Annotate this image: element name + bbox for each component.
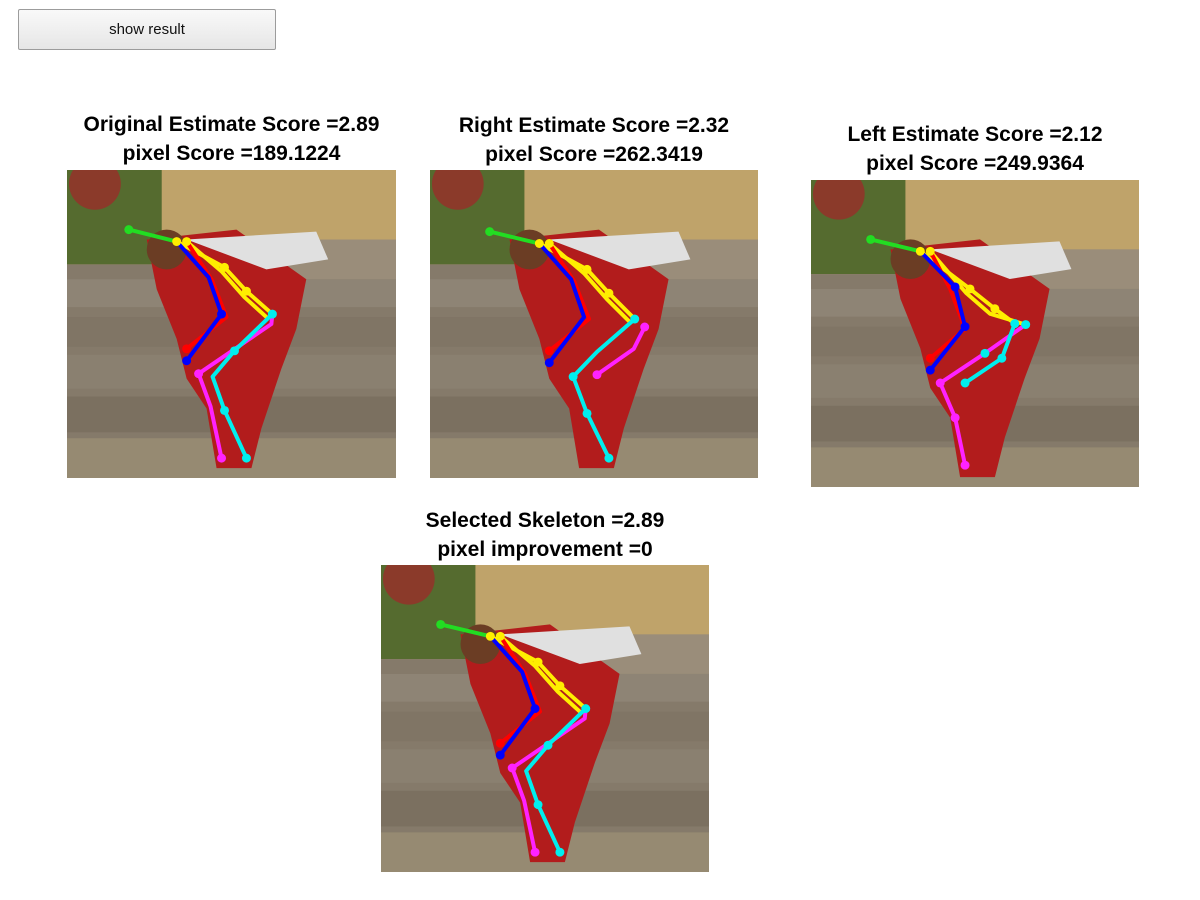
panel-title: Left Estimate Score =2.12 pixel Score =2… [811, 120, 1139, 178]
panel-title: Right Estimate Score =2.32 pixel Score =… [430, 111, 758, 169]
skeleton-overlay [126, 227, 275, 461]
skeleton-overlay [438, 622, 588, 855]
pixel-improvement-label: pixel improvement =0 [437, 538, 653, 561]
estimate-score-label: Original Estimate Score =2.89 [83, 113, 380, 136]
pose-image [430, 170, 758, 478]
show-result-button[interactable]: show result [18, 9, 276, 50]
pose-figure [430, 170, 758, 478]
pose-image [381, 565, 709, 872]
pose-figure [811, 180, 1139, 487]
person [890, 239, 1072, 478]
pixel-score-label: pixel Score =262.3419 [485, 143, 703, 166]
skeleton-joints [866, 234, 1031, 470]
panel-right-estimate: Right Estimate Score =2.32 pixel Score =… [430, 111, 758, 478]
skeleton-overlay [868, 237, 1028, 468]
person [146, 229, 329, 469]
estimate-score-label: Left Estimate Score =2.12 [847, 123, 1103, 146]
pose-figure [381, 565, 709, 872]
pixel-score-label: pixel Score =249.9364 [866, 152, 1084, 175]
panel-original-estimate: Original Estimate Score =2.89 pixel Scor… [67, 110, 396, 478]
panel-title: Original Estimate Score =2.89 pixel Scor… [67, 110, 396, 168]
pose-image [811, 180, 1139, 487]
skeleton-joints [436, 619, 591, 857]
estimate-score-label: Right Estimate Score =2.32 [458, 114, 730, 137]
panel-selected-skeleton: Selected Skeleton =2.89 pixel improvemen… [381, 506, 709, 872]
selected-score-label: Selected Skeleton =2.89 [425, 509, 665, 532]
skeleton-joints [485, 227, 650, 463]
skeleton-joints [124, 225, 277, 463]
pose-figure [67, 170, 396, 478]
pose-image [67, 170, 396, 478]
pixel-score-label: pixel Score =189.1224 [122, 142, 341, 165]
panel-left-estimate: Left Estimate Score =2.12 pixel Score =2… [811, 120, 1139, 487]
panel-title: Selected Skeleton =2.89 pixel improvemen… [381, 506, 709, 564]
